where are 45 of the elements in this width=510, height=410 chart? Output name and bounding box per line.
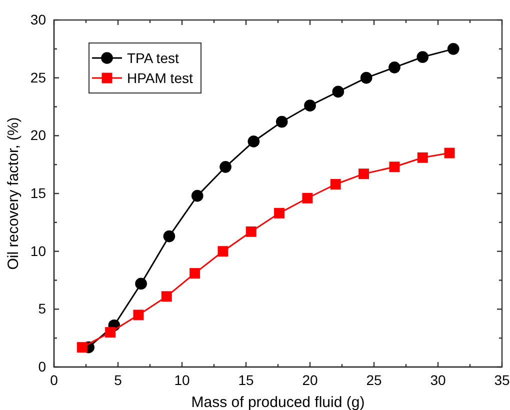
x-tick-label: 30 (430, 372, 446, 388)
y-tick-label: 20 (30, 127, 46, 144)
x-tick-label: 15 (238, 372, 254, 388)
point (163, 230, 176, 242)
point (304, 100, 316, 112)
legend-label: HPAM test (127, 70, 193, 86)
point (220, 160, 232, 173)
point (416, 51, 429, 63)
x-tick-label: 25 (366, 372, 382, 388)
point (135, 278, 147, 290)
y-tick-label: 25 (30, 69, 46, 86)
point (218, 246, 228, 257)
point (332, 86, 344, 98)
point (274, 208, 285, 218)
point (447, 43, 460, 55)
point (276, 116, 288, 128)
point (444, 148, 455, 158)
point (248, 136, 260, 148)
point (133, 310, 144, 320)
y-tick-label: 30 (30, 11, 46, 28)
point (302, 192, 313, 204)
point (388, 62, 400, 74)
legend-label: TPA test (127, 50, 179, 66)
point (360, 72, 372, 84)
x-tick-label: 0 (50, 372, 58, 388)
y-tick-label: 5 (38, 300, 46, 317)
point (191, 190, 204, 202)
point (417, 152, 428, 163)
y-tick-label: 15 (30, 184, 46, 201)
point (190, 268, 200, 279)
point (330, 179, 341, 190)
x-tick-label: 10 (174, 372, 190, 388)
point (76, 342, 88, 353)
point (161, 291, 172, 302)
point (358, 168, 370, 180)
point (246, 226, 256, 237)
y-tick-label: 10 (30, 242, 46, 259)
x-axis-title: Mass of produced fluid (g) (191, 394, 365, 410)
x-tick-label: 5 (114, 372, 122, 388)
y-tick-label: 0 (38, 358, 46, 374)
x-tick-label: 35 (494, 372, 510, 388)
point (389, 162, 400, 172)
x-tick-label: 20 (302, 372, 318, 388)
y-axis-title: Oil recovery factor, (%) (5, 117, 22, 270)
point (105, 327, 116, 338)
